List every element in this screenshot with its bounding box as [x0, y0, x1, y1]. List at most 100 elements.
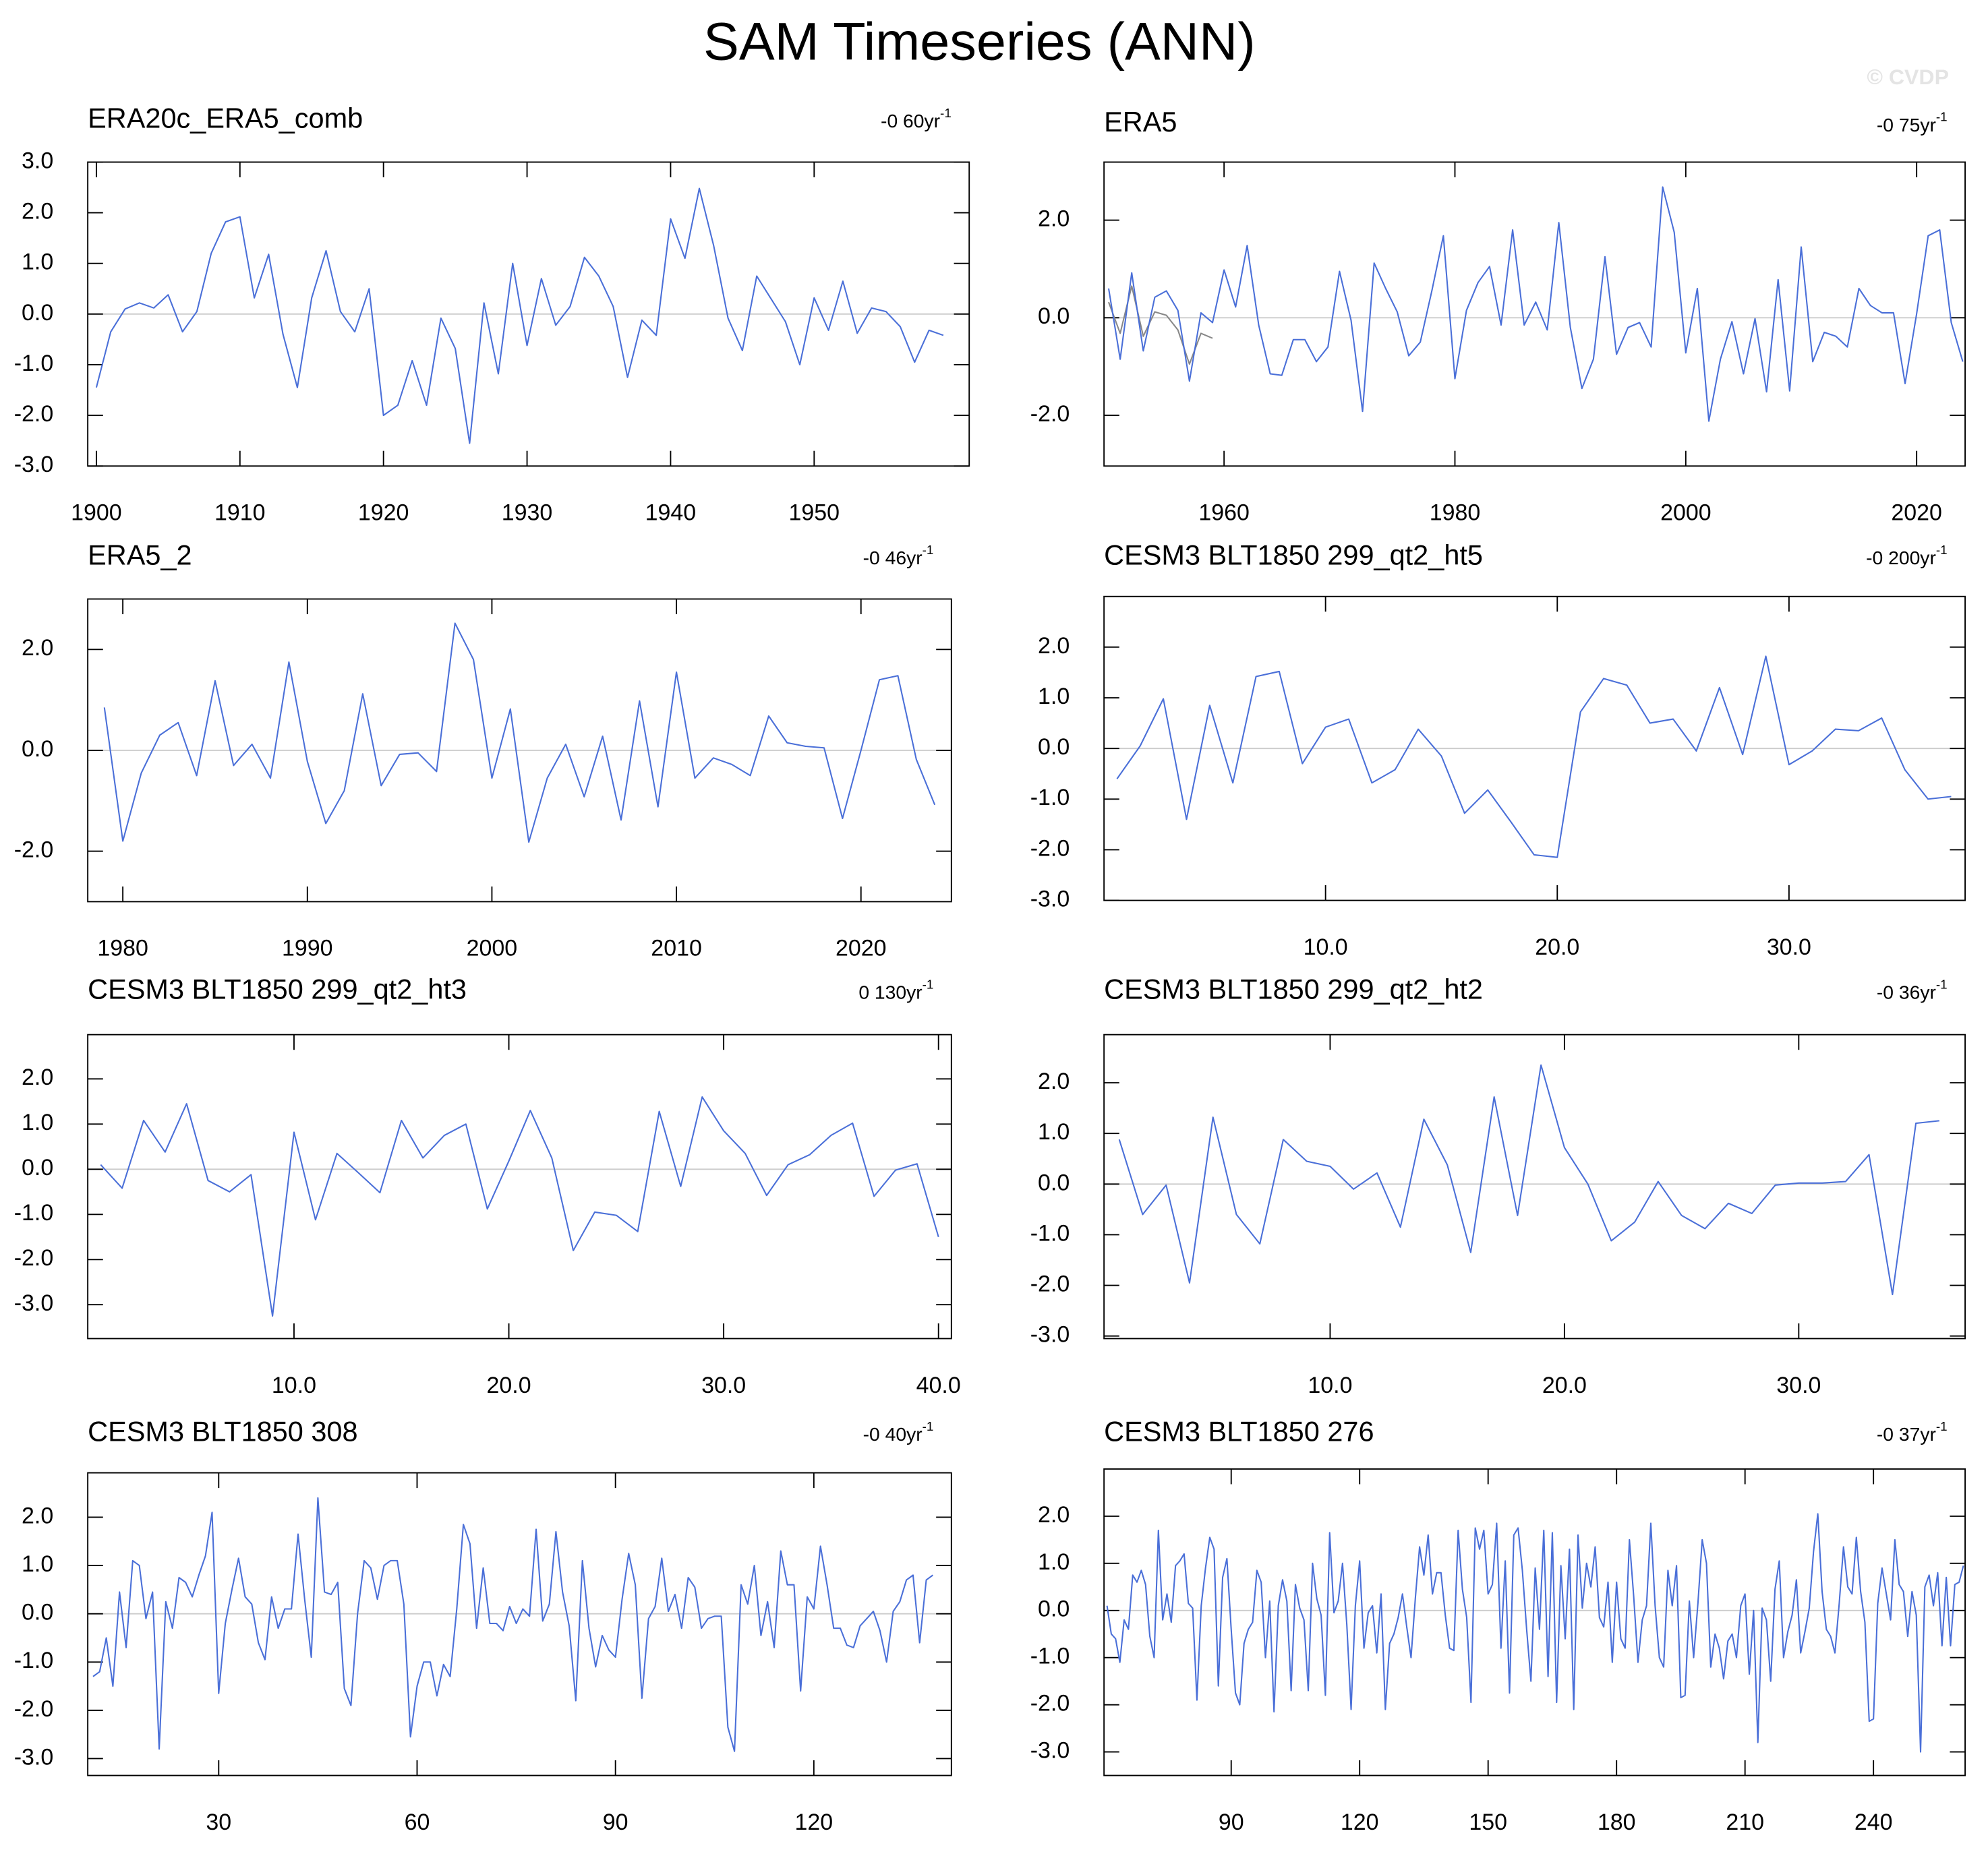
- y-tick-label: -1.0: [1030, 1644, 1070, 1669]
- y-tick-label: -2.0: [1030, 1691, 1070, 1716]
- plot-frame: [1103, 1034, 1966, 1340]
- panel-title: CESM3 BLT1850 299_qt2_ht5: [1104, 539, 1483, 570]
- trend-value: -0 60yr: [881, 111, 940, 132]
- trend-value: -0 36yr: [1877, 982, 1936, 1003]
- trend-exponent: -1: [940, 106, 952, 120]
- trend-label: -0 75yr-1: [1877, 110, 1948, 136]
- x-tick-label: 20.0: [487, 1373, 531, 1398]
- series-line: [100, 1096, 939, 1317]
- y-tick-label: 0.0: [22, 1600, 53, 1625]
- trend-value: -0 40yr: [863, 1424, 923, 1445]
- y-tick-label: 2.0: [22, 1503, 53, 1528]
- panel-title: ERA20c_ERA5_comb: [88, 102, 363, 133]
- plot-frame: [87, 598, 952, 903]
- x-tick-label: 30.0: [1776, 1373, 1821, 1398]
- x-tick-label: 10.0: [1304, 934, 1348, 960]
- y-tick-label: 2.0: [1038, 1069, 1070, 1094]
- series-line: [1107, 186, 1964, 422]
- y-tick-label: -1.0: [14, 1648, 53, 1673]
- y-tick-label: 0.0: [1038, 1596, 1070, 1622]
- x-tick-label: 30.0: [1767, 934, 1811, 960]
- trend-exponent: -1: [1936, 1419, 1948, 1433]
- y-tick-label: -1.0: [14, 1200, 53, 1226]
- x-tick-label: 1980: [97, 936, 148, 961]
- y-tick-label: 2.0: [22, 1065, 53, 1090]
- x-tick-label: 1910: [214, 500, 266, 526]
- x-tick-label: 20.0: [1542, 1373, 1587, 1398]
- y-tick-label: 3.0: [22, 148, 53, 173]
- x-tick-label: 120: [795, 1810, 834, 1835]
- plot-frame: [87, 1472, 952, 1776]
- y-tick-label: 1.0: [22, 1551, 53, 1577]
- x-tick-label: 2010: [651, 936, 702, 961]
- trend-label: -0 60yr-1: [881, 106, 952, 132]
- y-tick-label: 1.0: [1038, 1119, 1070, 1145]
- trend-value: -0 75yr: [1877, 114, 1936, 136]
- plot-frame: [87, 161, 970, 467]
- y-tick-label: 2.0: [1038, 206, 1070, 232]
- x-tick-label: 90: [1219, 1810, 1244, 1835]
- trend-value: -0 37yr: [1877, 1424, 1936, 1445]
- y-tick-label: -3.0: [14, 452, 53, 477]
- trend-label: -0 37yr-1: [1877, 1419, 1948, 1445]
- trend-label: -0 36yr-1: [1877, 977, 1948, 1003]
- x-tick-label: 30: [206, 1810, 231, 1835]
- panel-title: CESM3 BLT1850 308: [88, 1416, 357, 1447]
- x-tick-label: 1940: [645, 500, 697, 526]
- x-tick-label: 60: [405, 1810, 430, 1835]
- y-tick-label: 0.0: [22, 300, 53, 326]
- y-tick-label: 2.0: [1038, 633, 1070, 659]
- y-tick-label: -3.0: [1030, 1738, 1070, 1764]
- x-tick-label: 2020: [836, 936, 887, 961]
- x-tick-label: 1980: [1430, 500, 1481, 526]
- x-tick-label: 120: [1341, 1810, 1379, 1835]
- y-tick-label: -2.0: [14, 1696, 53, 1722]
- panel: CESM3 BLT1850 299_qt2_ht5 -0 200yr-1 2.0 1.…: [1030, 539, 1966, 960]
- x-tick-label: 240: [1854, 1810, 1893, 1835]
- x-tick-label: 1920: [358, 500, 409, 526]
- y-tick-label: -1.0: [1030, 785, 1070, 810]
- y-tick-label: 1.0: [1038, 684, 1070, 709]
- y-tick-label: -1.0: [1030, 1220, 1070, 1246]
- trend-label: 0 130yr-1: [858, 977, 933, 1003]
- watermark: © CVDP: [1867, 65, 1949, 89]
- y-tick-label: -2.0: [1030, 401, 1070, 427]
- trend-exponent: -1: [923, 977, 934, 991]
- panel: ERA5 -0 75yr-1 2.0 0.0 -2.0 1960 1980 2000 2020: [1030, 107, 1966, 526]
- y-tick-label: -2.0: [14, 401, 53, 427]
- trend-label: -0 46yr-1: [863, 543, 934, 569]
- panel: CESM3 BLT1850 276 -0 37yr-1 2.0 1.0 0.0 -1.0 -…: [1030, 1416, 1966, 1835]
- x-tick-label: 10.0: [272, 1373, 316, 1398]
- y-tick-label: 1.0: [1038, 1549, 1070, 1575]
- trend-exponent: -1: [1936, 977, 1948, 991]
- y-tick-label: 2.0: [1038, 1502, 1070, 1528]
- x-tick-label: 2000: [1660, 500, 1712, 526]
- series-line: [103, 622, 936, 843]
- plot-frame: [87, 1034, 952, 1340]
- trend-value: 0 130yr: [858, 982, 922, 1003]
- trend-exponent: -1: [923, 543, 934, 557]
- panel: ERA20c_ERA5_comb -0 60yr-1 3.0 2.0 1.0 0.0 -1.…: [14, 102, 970, 526]
- y-tick-label: -3.0: [1030, 1322, 1070, 1348]
- trend-exponent: -1: [923, 1419, 934, 1433]
- x-tick-label: 1900: [71, 500, 122, 526]
- trend-exponent: -1: [1936, 543, 1948, 557]
- y-tick-label: 0.0: [1038, 303, 1070, 329]
- y-tick-label: 1.0: [22, 1110, 53, 1135]
- panel-title: ERA5_2: [88, 539, 192, 570]
- y-tick-label: -3.0: [1030, 887, 1070, 912]
- x-tick-label: 1960: [1198, 500, 1250, 526]
- x-tick-label: 90: [603, 1810, 628, 1835]
- figure-title: SAM Timeseries (ANN): [703, 11, 1256, 71]
- x-tick-label: 150: [1469, 1810, 1507, 1835]
- y-tick-label: -1.0: [14, 351, 53, 376]
- plot-frame: [1103, 1468, 1966, 1776]
- plot-frame: [1103, 161, 1966, 467]
- x-tick-label: 210: [1726, 1810, 1764, 1835]
- y-tick-label: -2.0: [1030, 835, 1070, 861]
- y-tick-label: 2.0: [22, 199, 53, 225]
- x-tick-label: 1930: [502, 500, 553, 526]
- panel: CESM3 BLT1850 299_qt2_ht2 -0 36yr-1 2.0 1.0…: [1030, 974, 1966, 1398]
